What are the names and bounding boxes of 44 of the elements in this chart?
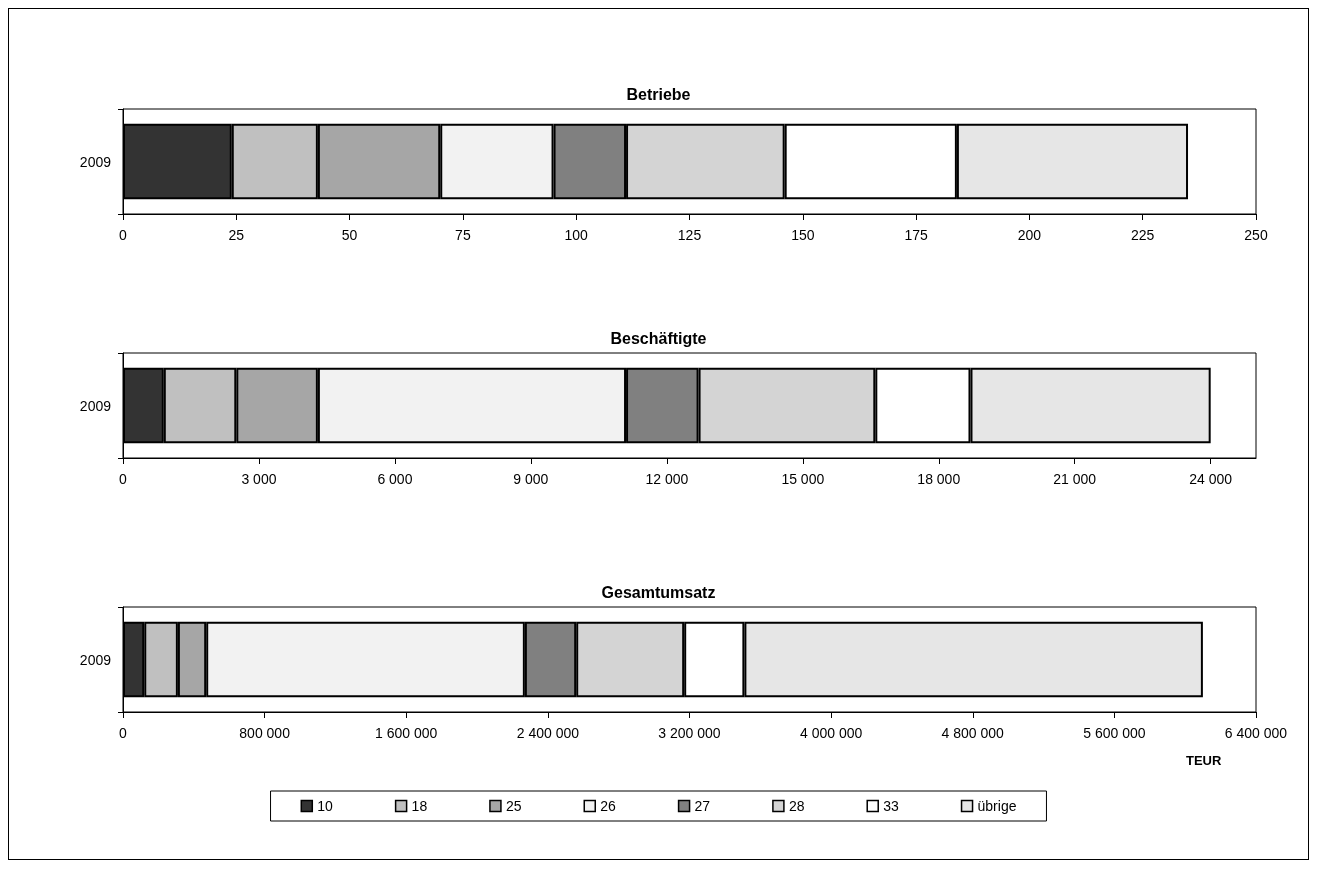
- x-tick-label: 25: [228, 227, 245, 243]
- x-tick-label: 75: [455, 227, 471, 243]
- x-tick-label: 6 000: [377, 471, 413, 487]
- chart-title: Beschäftigte: [610, 329, 707, 347]
- x-tick-label: 2 400 000: [516, 725, 580, 741]
- x-tick-label: 175: [904, 227, 928, 243]
- x-tick-label: 800 000: [239, 725, 291, 741]
- x-tick-label: 200: [1017, 227, 1042, 243]
- x-tick-label: 50: [341, 227, 358, 243]
- x-tick-label: 225: [1131, 227, 1155, 243]
- y-tick-label: 2009: [79, 397, 112, 414]
- x-tick-label: 4 000 000: [799, 725, 863, 741]
- x-tick-label: 15 000: [781, 471, 825, 487]
- legend-label: übrige: [977, 798, 1017, 814]
- x-tick-label: 125: [677, 227, 702, 243]
- x-tick-label: 250: [1244, 227, 1268, 243]
- y-tick-label: 2009: [79, 651, 112, 668]
- legend-label: 18: [411, 798, 428, 814]
- legend-label: 27: [694, 798, 711, 814]
- x-tick-label: 21 000: [1053, 471, 1097, 487]
- x-tick-label: 6 400 000: [1224, 725, 1288, 741]
- x-tick-label: 5 600 000: [1083, 725, 1146, 741]
- x-tick-label: 24 000: [1189, 471, 1233, 487]
- chart-title: Gesamtumsatz: [601, 583, 716, 601]
- x-tick-label: 0: [119, 471, 128, 487]
- x-axis-title: TEUR: [1186, 753, 1222, 768]
- x-tick-label: 18 000: [917, 471, 961, 487]
- x-tick-label: 3 200 000: [658, 725, 721, 741]
- x-tick-label: 12 000: [645, 471, 689, 487]
- legend-label: 33: [883, 798, 900, 814]
- x-tick-label: 4 800 000: [941, 725, 1005, 741]
- legend-label: 10: [317, 798, 334, 814]
- y-tick-label: 2009: [79, 153, 112, 170]
- chart-title: Betriebe: [626, 85, 691, 103]
- x-tick-label: 100: [564, 227, 589, 243]
- x-tick-label: 3 000: [241, 471, 277, 487]
- x-tick-label: 0: [119, 227, 128, 243]
- x-tick-label: 9 000: [513, 471, 549, 487]
- legend-label: 26: [600, 798, 617, 814]
- x-tick-label: 0: [119, 725, 128, 741]
- x-tick-label: 150: [791, 227, 815, 243]
- legend-label: 28: [788, 798, 805, 814]
- x-tick-label: 1 600 000: [375, 725, 438, 741]
- legend-label: 25: [505, 798, 522, 814]
